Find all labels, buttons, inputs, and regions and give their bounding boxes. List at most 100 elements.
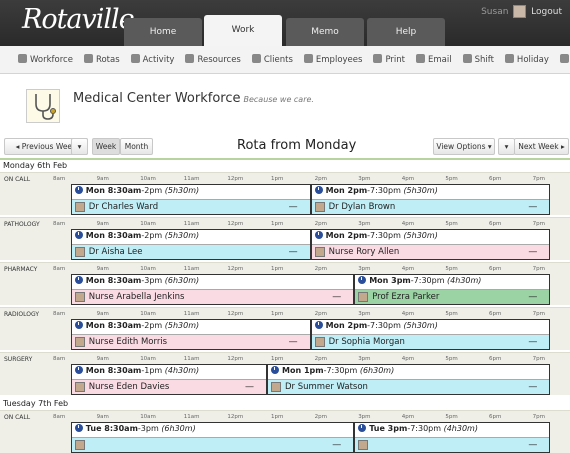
remove-icon[interactable]: —: [244, 382, 254, 392]
dept-row: ON CALL 8am 9am 10am 11am 12pm 1pm 2pm 3pm 4pm 5pm…: [0, 172, 570, 215]
shift-person[interactable]: Nurse Arabella Jenkins —: [71, 289, 354, 304]
shift-block[interactable]: Mon 8:30am-2pm (5h30m) Dr Charles Ward —: [70, 184, 311, 215]
clock-icon: [358, 276, 367, 284]
toolbar-holiday-button[interactable]: Holiday: [504, 54, 549, 65]
user-avatar[interactable]: [513, 5, 527, 18]
remove-icon[interactable]: —: [288, 247, 298, 257]
app-logo[interactable]: Rotaville: [22, 4, 135, 35]
toolbar-label: Shift: [474, 55, 494, 65]
remove-icon[interactable]: —: [528, 292, 538, 302]
month-view-button[interactable]: Month: [120, 138, 153, 155]
hour-label: 12pm: [227, 176, 244, 182]
shift-block[interactable]: Mon 8:30am-2pm (5h30m) Dr Aisha Lee —: [70, 229, 311, 260]
toolbar-activity-button[interactable]: Activity: [130, 54, 174, 65]
dept-row: PHARMACY 8am 9am 10am 11am 12pm 1pm 2pm 3pm 4pm 5p…: [0, 262, 570, 305]
hour-label: 12pm: [227, 414, 244, 420]
remove-icon[interactable]: —: [528, 337, 538, 347]
previous-dropdown-button[interactable]: ▾: [71, 138, 88, 155]
view-options-button[interactable]: View Options ▾: [433, 138, 495, 155]
remove-icon[interactable]: —: [332, 292, 342, 302]
hour-label: 11am: [183, 176, 200, 182]
day-heading: Monday 6th Feb: [3, 161, 68, 170]
toolbar-shift-button[interactable]: Shift: [462, 54, 494, 65]
shift-person[interactable]: Dr Sophia Morgan —: [311, 334, 550, 349]
hour-label: 11am: [183, 311, 200, 317]
tab-help[interactable]: Help: [367, 18, 445, 46]
shift-person[interactable]: Dr Dylan Brown —: [311, 199, 550, 214]
logout-link[interactable]: Logout: [531, 7, 562, 17]
remove-icon[interactable]: —: [288, 202, 298, 212]
top-bar: Rotaville Home Work Memo Help Susan Logo…: [0, 0, 570, 46]
person-avatar: [314, 202, 325, 212]
email-icon: [416, 54, 425, 63]
shift-block[interactable]: Mon 2pm-7:30pm (5h30m) Dr Sophia Morgan —: [310, 319, 551, 350]
week-view-button[interactable]: Week: [92, 138, 120, 155]
hour-label: 12pm: [227, 266, 244, 272]
shift-block[interactable]: Mon 8:30am-3pm (6h30m) Nurse Arabella Jen…: [70, 274, 355, 305]
shift-person[interactable]: Prof Ezra Parker —: [355, 289, 550, 304]
dept-row: SURGERY 8am 9am 10am 11am 12pm 1pm 2pm 3pm 4pm 5pm…: [0, 352, 570, 395]
hour-label: 9am: [96, 311, 109, 317]
remove-icon[interactable]: —: [528, 440, 538, 450]
person-avatar: [74, 247, 85, 257]
shift-block[interactable]: Mon 2pm-7:30pm (5h30m) Nurse Rory Allen —: [310, 229, 551, 260]
next-dropdown-button[interactable]: ▾: [498, 138, 515, 155]
clients-icon: [251, 54, 261, 63]
dept-row: ON CALL 8am 9am 10am 11am 12pm 1pm 2pm 3pm 4pm 5pm…: [0, 410, 570, 453]
shift-person[interactable]: —: [71, 437, 354, 452]
person-avatar: [314, 337, 325, 347]
hour-label: 10am: [140, 414, 156, 420]
hour-label: 7pm: [532, 356, 545, 362]
resources-icon: [185, 54, 195, 63]
shift-block[interactable]: Tue 8:30am-3pm (6h30m) —: [70, 422, 355, 453]
shift-person[interactable]: Nurse Eden Davies —: [71, 379, 266, 394]
remove-icon[interactable]: —: [332, 440, 342, 450]
dept-label: PHARMACY: [4, 266, 38, 273]
next-week-button[interactable]: Next Week ▸: [514, 138, 569, 155]
toolbar-sick-button[interactable]: Sick: [559, 54, 570, 65]
shift-block[interactable]: Mon 8:30am-1pm (4h30m) Nurse Eden Davies —: [70, 364, 267, 395]
tab-home[interactable]: Home: [124, 18, 202, 46]
remove-icon[interactable]: —: [528, 202, 538, 212]
clock-icon: [74, 231, 83, 239]
toolbar-rotas-button[interactable]: Rotas: [83, 54, 120, 65]
toolbar-workforce-button[interactable]: Workforce: [18, 54, 73, 65]
toolbar-print-button[interactable]: Print: [373, 54, 405, 65]
tab-memo[interactable]: Memo: [286, 18, 364, 46]
shift-block[interactable]: Mon 8:30am-2pm (5h30m) Nurse Edith Morris…: [70, 319, 311, 350]
dept-label: SURGERY: [4, 356, 33, 363]
person-avatar: [74, 337, 85, 347]
hour-label: 8am: [53, 356, 66, 362]
remove-icon[interactable]: —: [288, 337, 298, 347]
toolbar-label: Rotas: [95, 55, 120, 65]
toolbar-label: Clients: [263, 55, 293, 65]
toolbar-employees-button[interactable]: Employees: [303, 54, 362, 65]
hour-label: 3pm: [358, 221, 371, 227]
shift-block[interactable]: Mon 2pm-7:30pm (5h30m) Dr Dylan Brown —: [310, 184, 551, 215]
hour-label: 12pm: [227, 356, 244, 362]
shift-person[interactable]: —: [355, 437, 550, 452]
remove-icon[interactable]: —: [528, 382, 538, 392]
hour-label: 9am: [96, 176, 109, 182]
sick-icon: [559, 54, 569, 63]
hour-label: 1pm: [271, 311, 284, 317]
toolbar-email-button[interactable]: Email: [416, 54, 452, 65]
remove-icon[interactable]: —: [528, 247, 538, 257]
shift-block[interactable]: Tue 3pm-7:30pm (4h30m) —: [354, 422, 551, 453]
toolbar-resources-button[interactable]: Resources: [185, 54, 241, 65]
shift-person[interactable]: Dr Aisha Lee —: [71, 244, 310, 259]
shift-person[interactable]: Dr Charles Ward —: [71, 199, 310, 214]
shift-person[interactable]: Nurse Rory Allen —: [311, 244, 550, 259]
hour-label: 6pm: [489, 356, 502, 362]
clock-icon: [358, 424, 367, 432]
shift-block[interactable]: Mon 1pm-7:30pm (6h30m) Dr Summer Watson —: [267, 364, 551, 395]
shift-person[interactable]: Nurse Edith Morris —: [71, 334, 310, 349]
rota-title: Rota from Monday: [237, 138, 357, 153]
shift-person[interactable]: Dr Summer Watson —: [268, 379, 550, 394]
clock-icon: [74, 424, 83, 432]
toolbar-clients-button[interactable]: Clients: [251, 54, 293, 65]
tab-work[interactable]: Work: [204, 15, 282, 46]
shift-block[interactable]: Mon 3pm-7:30pm (4h30m) Prof Ezra Parker —: [354, 274, 551, 305]
workforce-icon: [18, 54, 27, 63]
person-avatar: [358, 292, 369, 302]
